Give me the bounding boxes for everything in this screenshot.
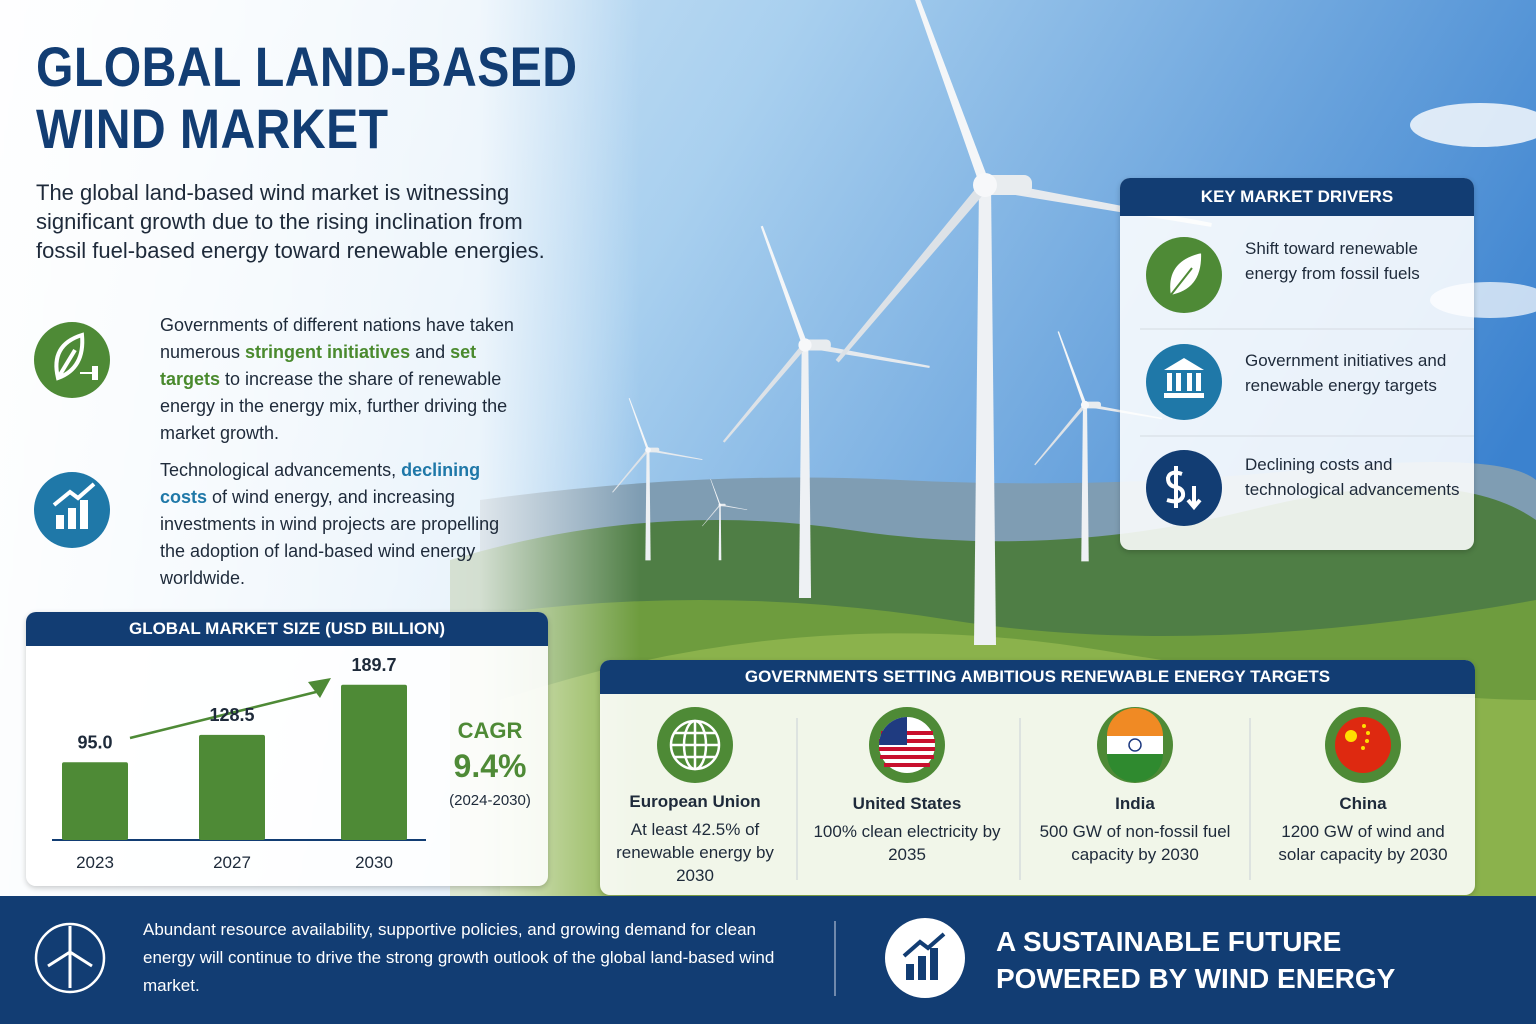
india-flag (1107, 708, 1163, 782)
market-size-card: GLOBAL MARKET SIZE (USD BILLION) 95.0 202… (26, 612, 548, 886)
value-label: 189.7 (351, 655, 396, 675)
bar (199, 734, 265, 840)
us-flag (879, 717, 935, 773)
arrow-head (308, 678, 331, 698)
bar (62, 762, 128, 840)
intro: The global land-based wind market is wit… (36, 180, 545, 263)
title: GLOBAL LAND-BASED (36, 35, 578, 98)
highlight-phrase: declining costs (160, 460, 481, 507)
cloud (1410, 103, 1536, 147)
turbine-icon (34, 922, 106, 994)
cagr-label: CAGR (457, 718, 523, 743)
driver-icons (1140, 237, 1474, 526)
plug-glyph (80, 366, 98, 380)
text-run: of wind energy, and increasing investmen… (160, 487, 500, 588)
slogan: POWERED BY WIND ENERGY (996, 963, 1396, 994)
card-header: GLOBAL MARKET SIZE (USD BILLION) (26, 612, 548, 646)
trend-arrow (129, 690, 317, 740)
highlight-text: Technological advancements, declining co… (160, 457, 520, 592)
x-tick-label: 2030 (355, 853, 393, 872)
eco-icon (34, 322, 110, 398)
bar (341, 684, 407, 840)
cost-glyph (1165, 466, 1202, 511)
x-tick-label: 2027 (213, 853, 251, 872)
region: China 1200 GW of wind and solar capacity … (1263, 794, 1463, 866)
region-name: China (1339, 794, 1387, 813)
bank-glyph (1164, 358, 1204, 398)
value-label: 128.5 (209, 705, 254, 725)
title: WIND MARKET (36, 97, 389, 160)
footer-icons (34, 918, 965, 998)
region-name: United States (852, 794, 962, 813)
region: India 500 GW of non-fossil fuel capacity … (1035, 794, 1235, 866)
cost-icon (1146, 450, 1222, 526)
value-label: 95.0 (77, 732, 112, 752)
text-run: and (410, 342, 451, 362)
driver-text: Government initiatives and renewable ene… (1245, 351, 1447, 395)
highlight-phrase: stringent initiatives (245, 342, 411, 362)
globe-glyph (669, 719, 721, 771)
highlight-text: Governments of different nations have ta… (160, 312, 520, 447)
cagr-period: (2024-2030) (449, 792, 531, 809)
footer: Abundant resource availability, supporti… (0, 896, 1536, 1024)
card-header: KEY MARKET DRIVERS (1120, 178, 1474, 216)
growth-glyph (902, 932, 946, 980)
drivers-card: KEY MARKET DRIVERS Shift toward renewabl… (1120, 178, 1474, 550)
text-run: Governments of different nations have ta… (160, 315, 514, 362)
card-header: GOVERNMENTS SETTING AMBITIOUS RENEWABLE … (600, 660, 1475, 694)
bank-icon (1146, 344, 1222, 420)
leaf-glyph (54, 332, 85, 381)
region-target: At least 42.5% of renewable energy by 20… (616, 820, 774, 885)
region: European Union At least 42.5% of renewabl… (600, 792, 795, 887)
bar-chart: 95.0 2023 128.5 2027 189.7 2030 (52, 655, 426, 872)
driver-text: Shift toward renewable energy from fossi… (1245, 239, 1420, 283)
text-run: to increase the share of renewable energ… (160, 369, 508, 443)
china-flag (1335, 717, 1391, 773)
driver-text: Declining costs and technological advanc… (1245, 455, 1460, 499)
x-tick-label: 2023 (76, 853, 114, 872)
footer-text: Abundant resource availability, supporti… (143, 920, 775, 995)
growth-glyph (52, 482, 96, 529)
highlight-phrase: set targets (160, 342, 477, 389)
region-icons (657, 707, 1401, 880)
leaf-glyph (1168, 250, 1204, 298)
region-target: 100% clean electricity by 2035 (813, 822, 1001, 864)
region-target: 1200 GW of wind and solar capacity by 20… (1278, 822, 1448, 864)
cagr-value: 9.4% (453, 748, 527, 784)
region: United States 100% clean electricity by 2… (807, 794, 1007, 866)
region-name: India (1115, 794, 1155, 813)
text-run: Technological advancements, (160, 460, 402, 480)
region-name: European Union (629, 792, 761, 811)
targets-card: GOVERNMENTS SETTING AMBITIOUS RENEWABLE … (600, 660, 1475, 895)
region-target: 500 GW of non-fossil fuel capacity by 20… (1039, 822, 1231, 864)
slogan: A SUSTAINABLE FUTURE (996, 926, 1342, 957)
turbine-glyph (47, 926, 93, 988)
